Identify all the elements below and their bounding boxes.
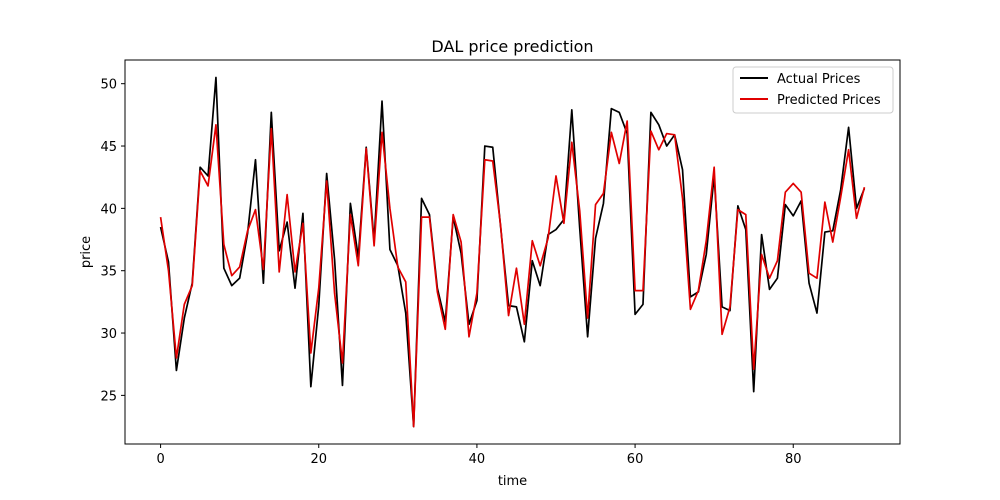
x-tick-label: 20 [310, 452, 327, 467]
x-tick-label: 80 [785, 452, 802, 467]
y-tick-label: 40 [100, 202, 117, 217]
y-axis-title: price [79, 236, 94, 268]
x-tick-label: 60 [627, 452, 644, 467]
legend: Actual Prices Predicted Prices [732, 66, 894, 114]
legend-label-predicted: Predicted Prices [777, 93, 881, 108]
series-line-predicted [159, 120, 866, 428]
y-tick-label: 45 [100, 140, 117, 155]
plot-frame [124, 59, 901, 445]
y-tick-label: 30 [100, 327, 117, 342]
legend-box [732, 66, 894, 114]
x-axis-title: time [498, 474, 527, 489]
y-tick-label: 35 [100, 265, 117, 280]
legend-label-actual: Actual Prices [777, 72, 861, 87]
x-axis: 0 20 40 60 80 [156, 444, 802, 467]
x-tick-label: 0 [156, 452, 164, 467]
plot-area: 0 20 40 60 80 25 30 35 40 45 50 [100, 59, 901, 467]
y-axis: 25 30 35 40 45 50 [100, 78, 125, 404]
y-tick-label: 50 [100, 78, 117, 93]
x-tick-label: 40 [469, 452, 486, 467]
y-tick-label: 25 [100, 389, 117, 404]
chart-title: DAL price prediction [431, 37, 593, 56]
